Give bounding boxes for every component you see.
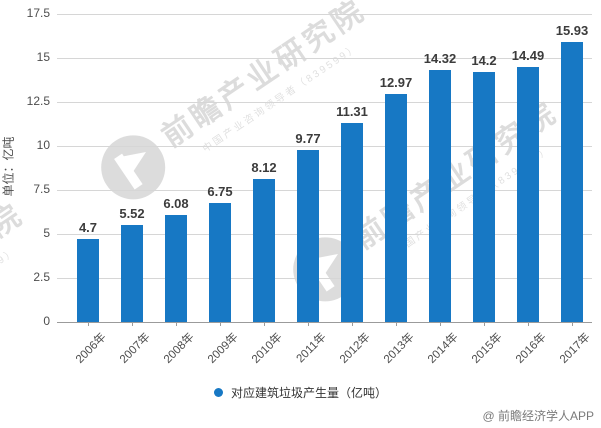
bar-value-label: 14.49	[511, 47, 545, 63]
gridline	[57, 102, 592, 103]
bar-value-label: 15.93	[555, 22, 589, 38]
x-axis-tick	[484, 322, 485, 326]
x-axis-tick	[88, 322, 89, 326]
bar-2013年	[385, 93, 407, 322]
x-axis-tick	[352, 322, 353, 326]
gridline	[57, 58, 592, 59]
source-credit: @ 前瞻经济学人APP	[482, 409, 594, 423]
bar-value-label: 5.52	[119, 205, 145, 221]
y-tick-label: 12.5	[26, 94, 50, 108]
bar-value-label: 14.32	[423, 50, 457, 66]
y-tick-label: 15	[36, 50, 50, 64]
y-tick-label: 7.5	[33, 182, 50, 196]
x-axis-tick	[176, 322, 177, 326]
bar-value-label: 9.77	[295, 131, 321, 147]
gridline	[57, 14, 592, 15]
bar-2008年	[165, 214, 187, 322]
gridline	[57, 146, 592, 147]
bar-2009年	[209, 203, 231, 322]
legend-marker-dot	[213, 388, 223, 397]
bar-value-label: 6.75	[207, 184, 233, 200]
bar-value-label: 6.08	[163, 195, 189, 211]
y-tick-label: 5	[43, 226, 50, 240]
bar-2007年	[121, 224, 143, 322]
x-axis-tick	[572, 322, 573, 326]
bar-2014年	[429, 69, 451, 322]
watermark-subtext: 中国产业咨询领导者（839599）	[0, 245, 19, 359]
y-tick-label: 0	[43, 314, 50, 328]
bar-value-label: 4.7	[78, 220, 98, 236]
bar-value-label: 14.2	[471, 53, 497, 69]
bar-value-label: 12.97	[379, 74, 413, 90]
bar-value-label: 8.12	[251, 160, 277, 176]
bar-value-label: 11.31	[336, 103, 368, 119]
x-axis-tick	[440, 322, 441, 326]
y-tick-label: 17.5	[26, 6, 50, 20]
legend: 对应建筑垃圾产生量（亿吨）	[0, 384, 601, 401]
plot-area: 4.7 5.52 6.08 6.75 8.12 9.77 11.31 12.97 14.32 14…	[57, 14, 592, 326]
gridline	[57, 190, 592, 191]
bar-2010年	[253, 179, 275, 322]
bar-2012年	[341, 122, 363, 322]
legend-label: 对应建筑垃圾产生量（亿吨）	[230, 386, 387, 400]
gridline	[57, 278, 592, 279]
y-tick-label: 2.5	[33, 270, 50, 284]
x-axis-tick	[308, 322, 309, 326]
bar-2015年	[473, 72, 495, 322]
x-axis-tick	[132, 322, 133, 326]
x-axis-tick	[264, 322, 265, 326]
gridline	[57, 234, 592, 235]
x-axis-tick	[528, 322, 529, 326]
bar-2006年	[77, 239, 99, 322]
y-axis-unit-label: 单位：亿吨	[1, 136, 16, 197]
x-axis-tick	[396, 322, 397, 326]
x-axis-line	[57, 322, 592, 323]
bar-2016年	[517, 66, 539, 322]
bar-2017年	[561, 41, 583, 322]
bar-2011年	[297, 150, 319, 322]
x-axis-tick	[220, 322, 221, 326]
y-tick-label: 10	[36, 138, 50, 152]
